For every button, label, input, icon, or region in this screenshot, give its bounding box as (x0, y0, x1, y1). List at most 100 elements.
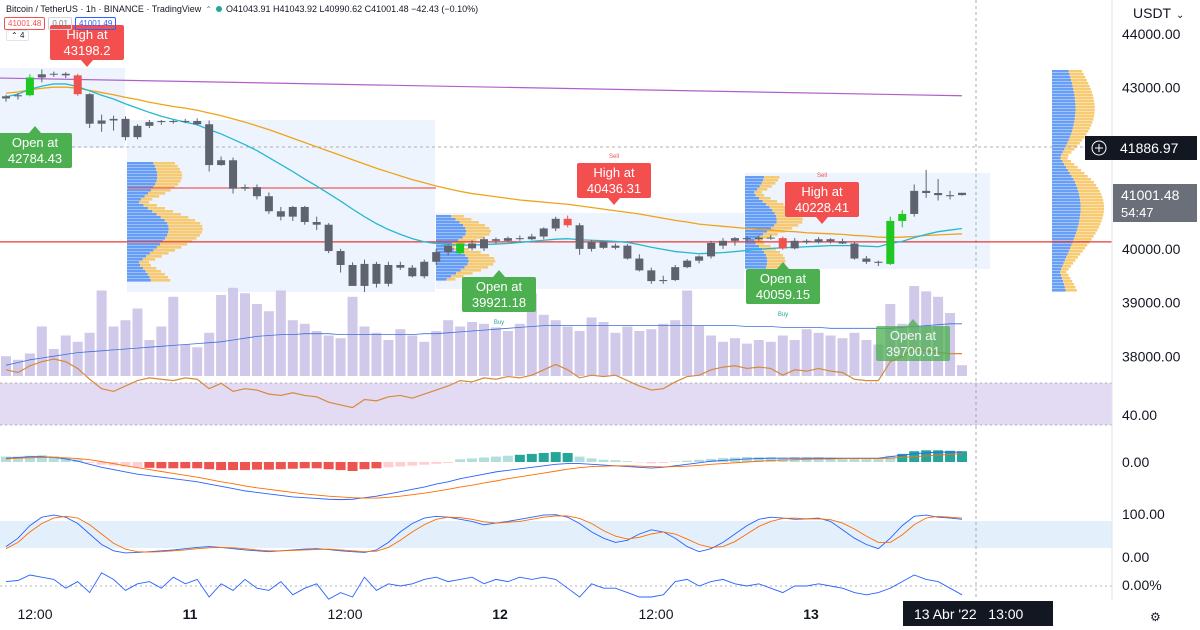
macd-histogram-bar (192, 462, 203, 469)
annotation-label-price: 42784.43 (8, 151, 62, 166)
profile-bar-blue (127, 264, 141, 267)
macd-histogram-bar (526, 453, 537, 462)
candle-body (408, 267, 417, 277)
volume-bar (849, 332, 860, 376)
profile-bar-blue (127, 261, 140, 264)
profile-bar-blue (1052, 133, 1071, 136)
profile-bar-yellow (1068, 139, 1083, 142)
annotation-label-price: 40228.41 (795, 200, 849, 215)
profile-bar-blue (1052, 127, 1073, 130)
candle-body (193, 121, 202, 125)
candle-body (157, 121, 166, 123)
currency-selector[interactable]: USDT (1133, 5, 1172, 21)
profile-bar-blue (1052, 145, 1066, 148)
volume-bar (323, 335, 334, 376)
chevron-icon[interactable]: ⌃ (205, 4, 212, 14)
volume-bar (670, 320, 681, 376)
volume-bar (729, 338, 740, 376)
profile-bar-yellow (1075, 232, 1096, 235)
add-alert-icon[interactable] (1091, 140, 1107, 156)
profile-bar-blue (127, 180, 157, 183)
profile-bar-yellow (1061, 154, 1069, 157)
symbol-title[interactable]: Bitcoin / TetherUS · 1h · BINANCE · Trad… (6, 4, 202, 14)
profile-bar-yellow (460, 251, 481, 254)
gear-icon[interactable]: ⚙ (1150, 610, 1161, 624)
profile-bar-blue (1052, 244, 1072, 247)
indicator-tick-label: 0.00% (1122, 577, 1162, 593)
profile-bar-blue (745, 260, 768, 263)
ask-badge[interactable]: 41001.49 (74, 17, 117, 30)
profile-bar-blue (127, 210, 153, 213)
volume-bar (108, 326, 119, 376)
profile-bar-blue (127, 279, 151, 282)
macd-histogram-bar (586, 458, 597, 462)
profile-bar-yellow (156, 168, 180, 171)
candle-body (659, 280, 668, 282)
candle-body (946, 195, 955, 197)
candle-body (635, 258, 644, 271)
profile-bar-yellow (460, 269, 481, 272)
candle-body (13, 95, 22, 97)
profile-bar-yellow (1062, 277, 1071, 280)
candle-body (217, 160, 226, 166)
candle-body (444, 245, 453, 253)
profile-bar-blue (745, 197, 760, 200)
profile-bar-yellow (1069, 136, 1085, 139)
pct-change-line (5, 572, 963, 600)
annotation-pointer (907, 319, 919, 326)
candle-body (742, 238, 751, 240)
annotation-label-top: High at (66, 27, 108, 42)
profile-bar-yellow (772, 209, 795, 212)
profile-bar-yellow (1064, 286, 1076, 289)
profile-bar-yellow (1077, 226, 1099, 229)
volume-bar (1, 356, 11, 376)
rsi-line (5, 347, 962, 409)
macd-histogram-bar (490, 456, 501, 462)
profile-bar-yellow (765, 254, 784, 257)
annotation-label-price: 43198.2 (64, 43, 111, 58)
chevron-down-icon[interactable]: ⌄ (1176, 10, 1184, 21)
profile-bar-yellow (1080, 205, 1105, 208)
price-tick-label: 39000.00 (1122, 295, 1181, 311)
macd-histogram-bar (945, 450, 956, 462)
candle-body (563, 218, 572, 226)
profile-bar-blue (127, 174, 158, 177)
macd-histogram-bar (514, 454, 525, 462)
profile-bar-yellow (1072, 85, 1090, 88)
profile-bar-yellow (465, 233, 490, 236)
candle-body (61, 73, 70, 76)
profile-bar-blue (1052, 97, 1075, 100)
profile-bar-yellow (1077, 187, 1099, 190)
volume-bar (861, 340, 872, 376)
annotation-label-price: 39700.01 (886, 344, 940, 359)
profile-bar-blue (1052, 217, 1080, 220)
volume-bar (646, 329, 657, 376)
candle-body (336, 251, 345, 265)
ema-slow-line (5, 86, 963, 239)
annotation-label-top: Open at (890, 328, 937, 343)
candle-body (25, 77, 34, 96)
volume-bar (502, 331, 513, 376)
profile-bar-yellow (755, 194, 765, 197)
volume-bar (120, 320, 131, 376)
volume-bar (706, 335, 717, 376)
profile-bar-yellow (774, 224, 799, 227)
indicators-toggle[interactable]: ⌃ 4 (6, 30, 30, 41)
crosshair-price-marker[interactable] (1085, 136, 1197, 160)
volume-bar (359, 326, 370, 376)
annotation-label-price: 39921.18 (472, 295, 526, 310)
profile-bar-yellow (139, 261, 149, 264)
bid-badge[interactable]: 41001.48 (4, 17, 46, 30)
candle-body (647, 270, 656, 282)
profile-bar-yellow (1075, 103, 1095, 106)
profile-bar-yellow (148, 192, 166, 195)
macd-histogram-bar (741, 457, 752, 462)
